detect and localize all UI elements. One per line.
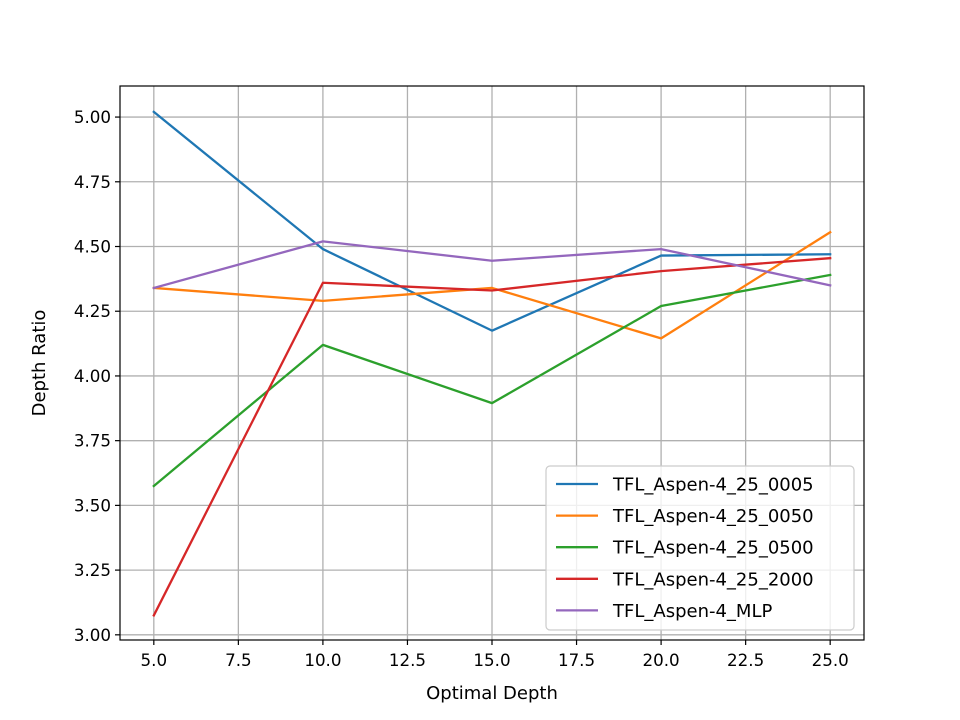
- legend-label: TFL_Aspen-4_25_0050: [612, 506, 814, 527]
- x-tick-label: 22.5: [727, 650, 764, 670]
- y-axis-ticks: 3.00 3.25 3.50 3.75 4.00 4.25 4.50 4.75 5.00: [74, 107, 120, 645]
- series-line-2: [152, 230, 832, 340]
- y-tick-label: 4.00: [74, 366, 111, 386]
- x-tick-label: 25.0: [812, 650, 849, 670]
- x-axis-ticks: 5.0 7.5 10.0 12.5 15.0 17.5 20.0 22.5 25.0: [141, 640, 849, 670]
- series-line-5: [152, 240, 832, 290]
- y-tick-label: 4.75: [74, 172, 111, 192]
- x-axis-label: Optimal Depth: [426, 683, 558, 704]
- legend: TFL_Aspen-4_25_0005 TFL_Aspen-4_25_0050 TF…: [545, 465, 855, 631]
- legend-box: [545, 465, 855, 631]
- x-tick-label: 17.5: [558, 650, 595, 670]
- series-line-1: [152, 110, 832, 332]
- x-tick-label: 12.5: [389, 650, 426, 670]
- y-tick-label: 5.00: [74, 107, 111, 127]
- y-tick-label: 3.75: [74, 431, 111, 451]
- legend-label: TFL_Aspen-4_25_0005: [612, 475, 814, 496]
- y-tick-label: 3.25: [74, 560, 111, 580]
- series-line-4: [152, 256, 832, 617]
- y-tick-label: 4.25: [74, 301, 111, 321]
- x-tick-label: 10.0: [304, 650, 341, 670]
- y-tick-label: 4.50: [74, 237, 111, 257]
- x-tick-label: 20.0: [643, 650, 680, 670]
- x-tick-label: 5.0: [141, 650, 168, 670]
- series-lines: [152, 110, 832, 617]
- y-tick-label: 3.50: [74, 495, 111, 515]
- legend-label: TFL_Aspen-4_25_2000: [612, 569, 814, 590]
- legend-label: TFL_Aspen-4_MLP: [612, 601, 772, 622]
- y-tick-label: 3.00: [74, 625, 111, 645]
- legend-label: TFL_Aspen-4_25_0500: [612, 538, 814, 559]
- x-tick-label: 7.5: [225, 650, 252, 670]
- y-axis-label: Depth Ratio: [29, 310, 50, 417]
- x-tick-label: 15.0: [473, 650, 510, 670]
